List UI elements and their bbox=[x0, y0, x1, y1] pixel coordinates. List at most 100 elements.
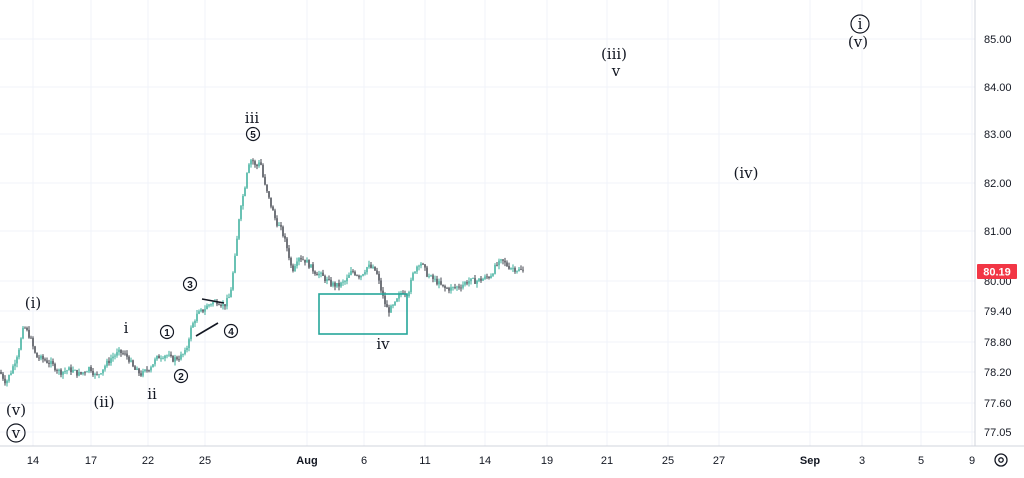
candle-body bbox=[2, 373, 4, 379]
candle-body bbox=[164, 355, 166, 359]
candle-body bbox=[220, 304, 222, 306]
candle-body bbox=[96, 373, 98, 375]
candle-body bbox=[464, 282, 466, 285]
time-tick-label: 19 bbox=[541, 455, 553, 467]
candle-body bbox=[466, 282, 468, 284]
candle-body bbox=[398, 294, 400, 299]
candle-body bbox=[470, 278, 472, 282]
candle-body bbox=[222, 304, 224, 306]
circled-wave-4 bbox=[223, 323, 239, 339]
candle-body bbox=[454, 287, 456, 288]
candle-body bbox=[266, 184, 268, 192]
candle-body bbox=[360, 275, 362, 278]
candle-body bbox=[172, 355, 174, 362]
candle-body bbox=[248, 164, 250, 173]
candle-body bbox=[264, 176, 266, 185]
time-tick-label: 14 bbox=[479, 455, 491, 467]
candle-body bbox=[66, 370, 68, 372]
price-tick-label: 77.05 bbox=[984, 427, 1012, 439]
candle-body bbox=[130, 360, 132, 362]
candle-body bbox=[180, 354, 182, 360]
circled-wave-1 bbox=[159, 324, 175, 340]
candle-body bbox=[372, 266, 374, 268]
candle-body bbox=[396, 298, 398, 302]
candle-body bbox=[376, 270, 378, 274]
time-tick-label: 22 bbox=[142, 455, 154, 467]
candle-body bbox=[364, 272, 366, 275]
price-tick-label: 79.40 bbox=[984, 306, 1012, 318]
candle-body bbox=[146, 369, 148, 371]
time-axis[interactable]: 14 17 22 25 Aug 6 11 14 19 21 25 27 Sep 3 5 9 bbox=[27, 455, 975, 467]
candle-body bbox=[224, 304, 226, 307]
candle-body bbox=[508, 266, 510, 269]
candle-body bbox=[368, 264, 370, 268]
candle-body bbox=[68, 367, 70, 371]
candle-body bbox=[38, 357, 40, 359]
time-tick-label: 27 bbox=[713, 455, 725, 467]
candle-body bbox=[250, 160, 252, 165]
triangle-upper-line bbox=[201, 298, 225, 304]
candle-body bbox=[496, 264, 498, 266]
candle-body bbox=[330, 279, 332, 286]
candle-body bbox=[156, 355, 158, 360]
candle-body bbox=[160, 358, 162, 360]
candle-body bbox=[414, 271, 416, 274]
candle-body bbox=[320, 272, 322, 274]
candlestick-series bbox=[0, 158, 524, 387]
price-tick-label: 78.20 bbox=[984, 367, 1012, 379]
vertical-gridlines bbox=[32, 0, 973, 446]
candle-body bbox=[498, 260, 500, 266]
candle-body bbox=[138, 368, 140, 374]
candle-body bbox=[338, 282, 340, 287]
candle-body bbox=[74, 370, 76, 371]
candle-body bbox=[174, 357, 176, 362]
time-tick-label: 25 bbox=[662, 455, 674, 467]
candle-body bbox=[14, 363, 16, 367]
candle-body bbox=[92, 371, 94, 376]
candle-body bbox=[354, 271, 356, 275]
candle-body bbox=[70, 367, 72, 373]
time-tick-label: Sep bbox=[800, 455, 820, 467]
candle-body bbox=[20, 338, 22, 350]
circled-wave-2-label: 2 bbox=[178, 372, 184, 383]
candle-body bbox=[30, 337, 32, 339]
candle-body bbox=[334, 282, 336, 287]
candle-body bbox=[48, 362, 50, 365]
candle-body bbox=[102, 369, 104, 374]
candle-body bbox=[100, 373, 102, 375]
candle-body bbox=[186, 347, 188, 351]
candle-body bbox=[28, 329, 30, 338]
candle-body bbox=[116, 352, 118, 356]
candle-body bbox=[218, 304, 220, 306]
wave-iv-label: iv bbox=[376, 335, 390, 353]
candle-body bbox=[134, 366, 136, 370]
wave-label: (iv) bbox=[734, 164, 759, 182]
candle-body bbox=[290, 257, 292, 266]
price-tick-label: 84.00 bbox=[984, 82, 1012, 94]
circled-wave-3-label: 3 bbox=[187, 280, 193, 291]
candle-body bbox=[378, 273, 380, 281]
candle-body bbox=[390, 305, 392, 313]
candle-body bbox=[352, 270, 354, 272]
candle-body bbox=[200, 309, 202, 312]
gear-icon[interactable] bbox=[994, 453, 1008, 467]
price-tick-label: 77.60 bbox=[984, 398, 1012, 410]
candle-body bbox=[198, 311, 200, 314]
candle-body bbox=[492, 273, 494, 276]
candle-body bbox=[272, 206, 274, 211]
candle-body bbox=[418, 265, 420, 267]
candle-body bbox=[318, 273, 320, 276]
candle-body bbox=[94, 373, 96, 376]
candle-body bbox=[382, 290, 384, 296]
candle-body bbox=[444, 286, 446, 289]
candle-body bbox=[388, 307, 390, 313]
candle-body bbox=[84, 372, 86, 374]
wave-label: v bbox=[611, 62, 621, 80]
price-axis[interactable]: 85.0084.0083.0082.0081.0080.0079.4078.80… bbox=[984, 34, 1012, 439]
candle-body bbox=[342, 281, 344, 283]
candle-body bbox=[246, 172, 248, 188]
candle-body bbox=[18, 349, 20, 358]
candle-body bbox=[440, 281, 442, 285]
candle-body bbox=[522, 269, 524, 271]
